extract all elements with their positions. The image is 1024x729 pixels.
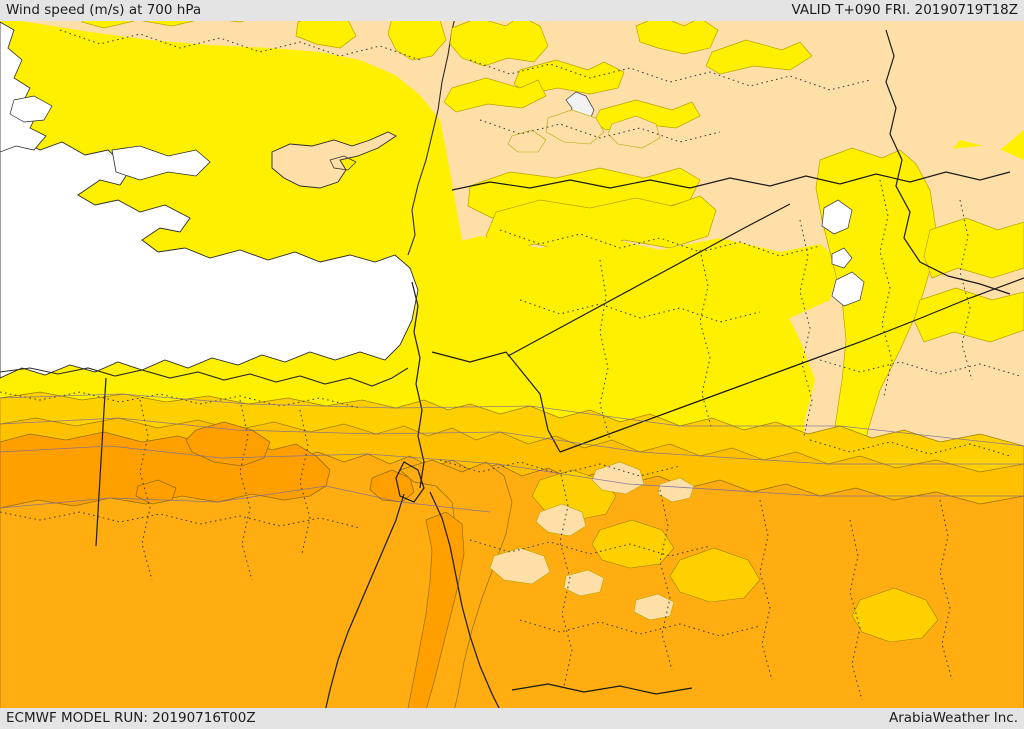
coast-levant [407,17,456,256]
beige-enclaves-syria [507,109,661,153]
band-fill-4-6-gulf-arm [923,217,1024,279]
beige-enclaves-arabia [489,461,695,621]
cyprus-inner-line [329,155,357,171]
lakes-iraq [821,199,865,307]
sea-aegean-islands-gap [9,95,53,123]
band-fill-4-6-jordan [424,236,840,330]
valid-time-label: VALID T+090 FRI. 20190719T18Z [791,2,1018,18]
band-fill-14-16-center [185,421,271,467]
attribution-label: ArabiaWeather Inc. [888,710,1018,726]
contour-lines [0,393,1024,513]
page-title: Wind speed (m/s) at 700 hPa [6,2,202,18]
band-fill-14-16-redsea-core [407,511,465,711]
island-cyprus [271,131,397,189]
sea-gulf-antalya [111,145,211,181]
band-fill-4-6-gulf-arm2 [913,287,1024,343]
admin-borders [0,29,1021,701]
footer-bar: ECMWF MODEL RUN: 20190716T00Z ArabiaWeat… [0,708,1024,729]
coast-north-africa [0,367,409,387]
national-borders [95,29,1024,719]
sea-mediterranean [0,137,419,379]
model-run-label: ECMWF MODEL RUN: 20190716T00Z [6,710,256,726]
header-bar: Wind speed (m/s) at 700 hPa VALID T+090 … [0,0,1024,21]
band-fill-14-16-sinai [369,469,415,503]
